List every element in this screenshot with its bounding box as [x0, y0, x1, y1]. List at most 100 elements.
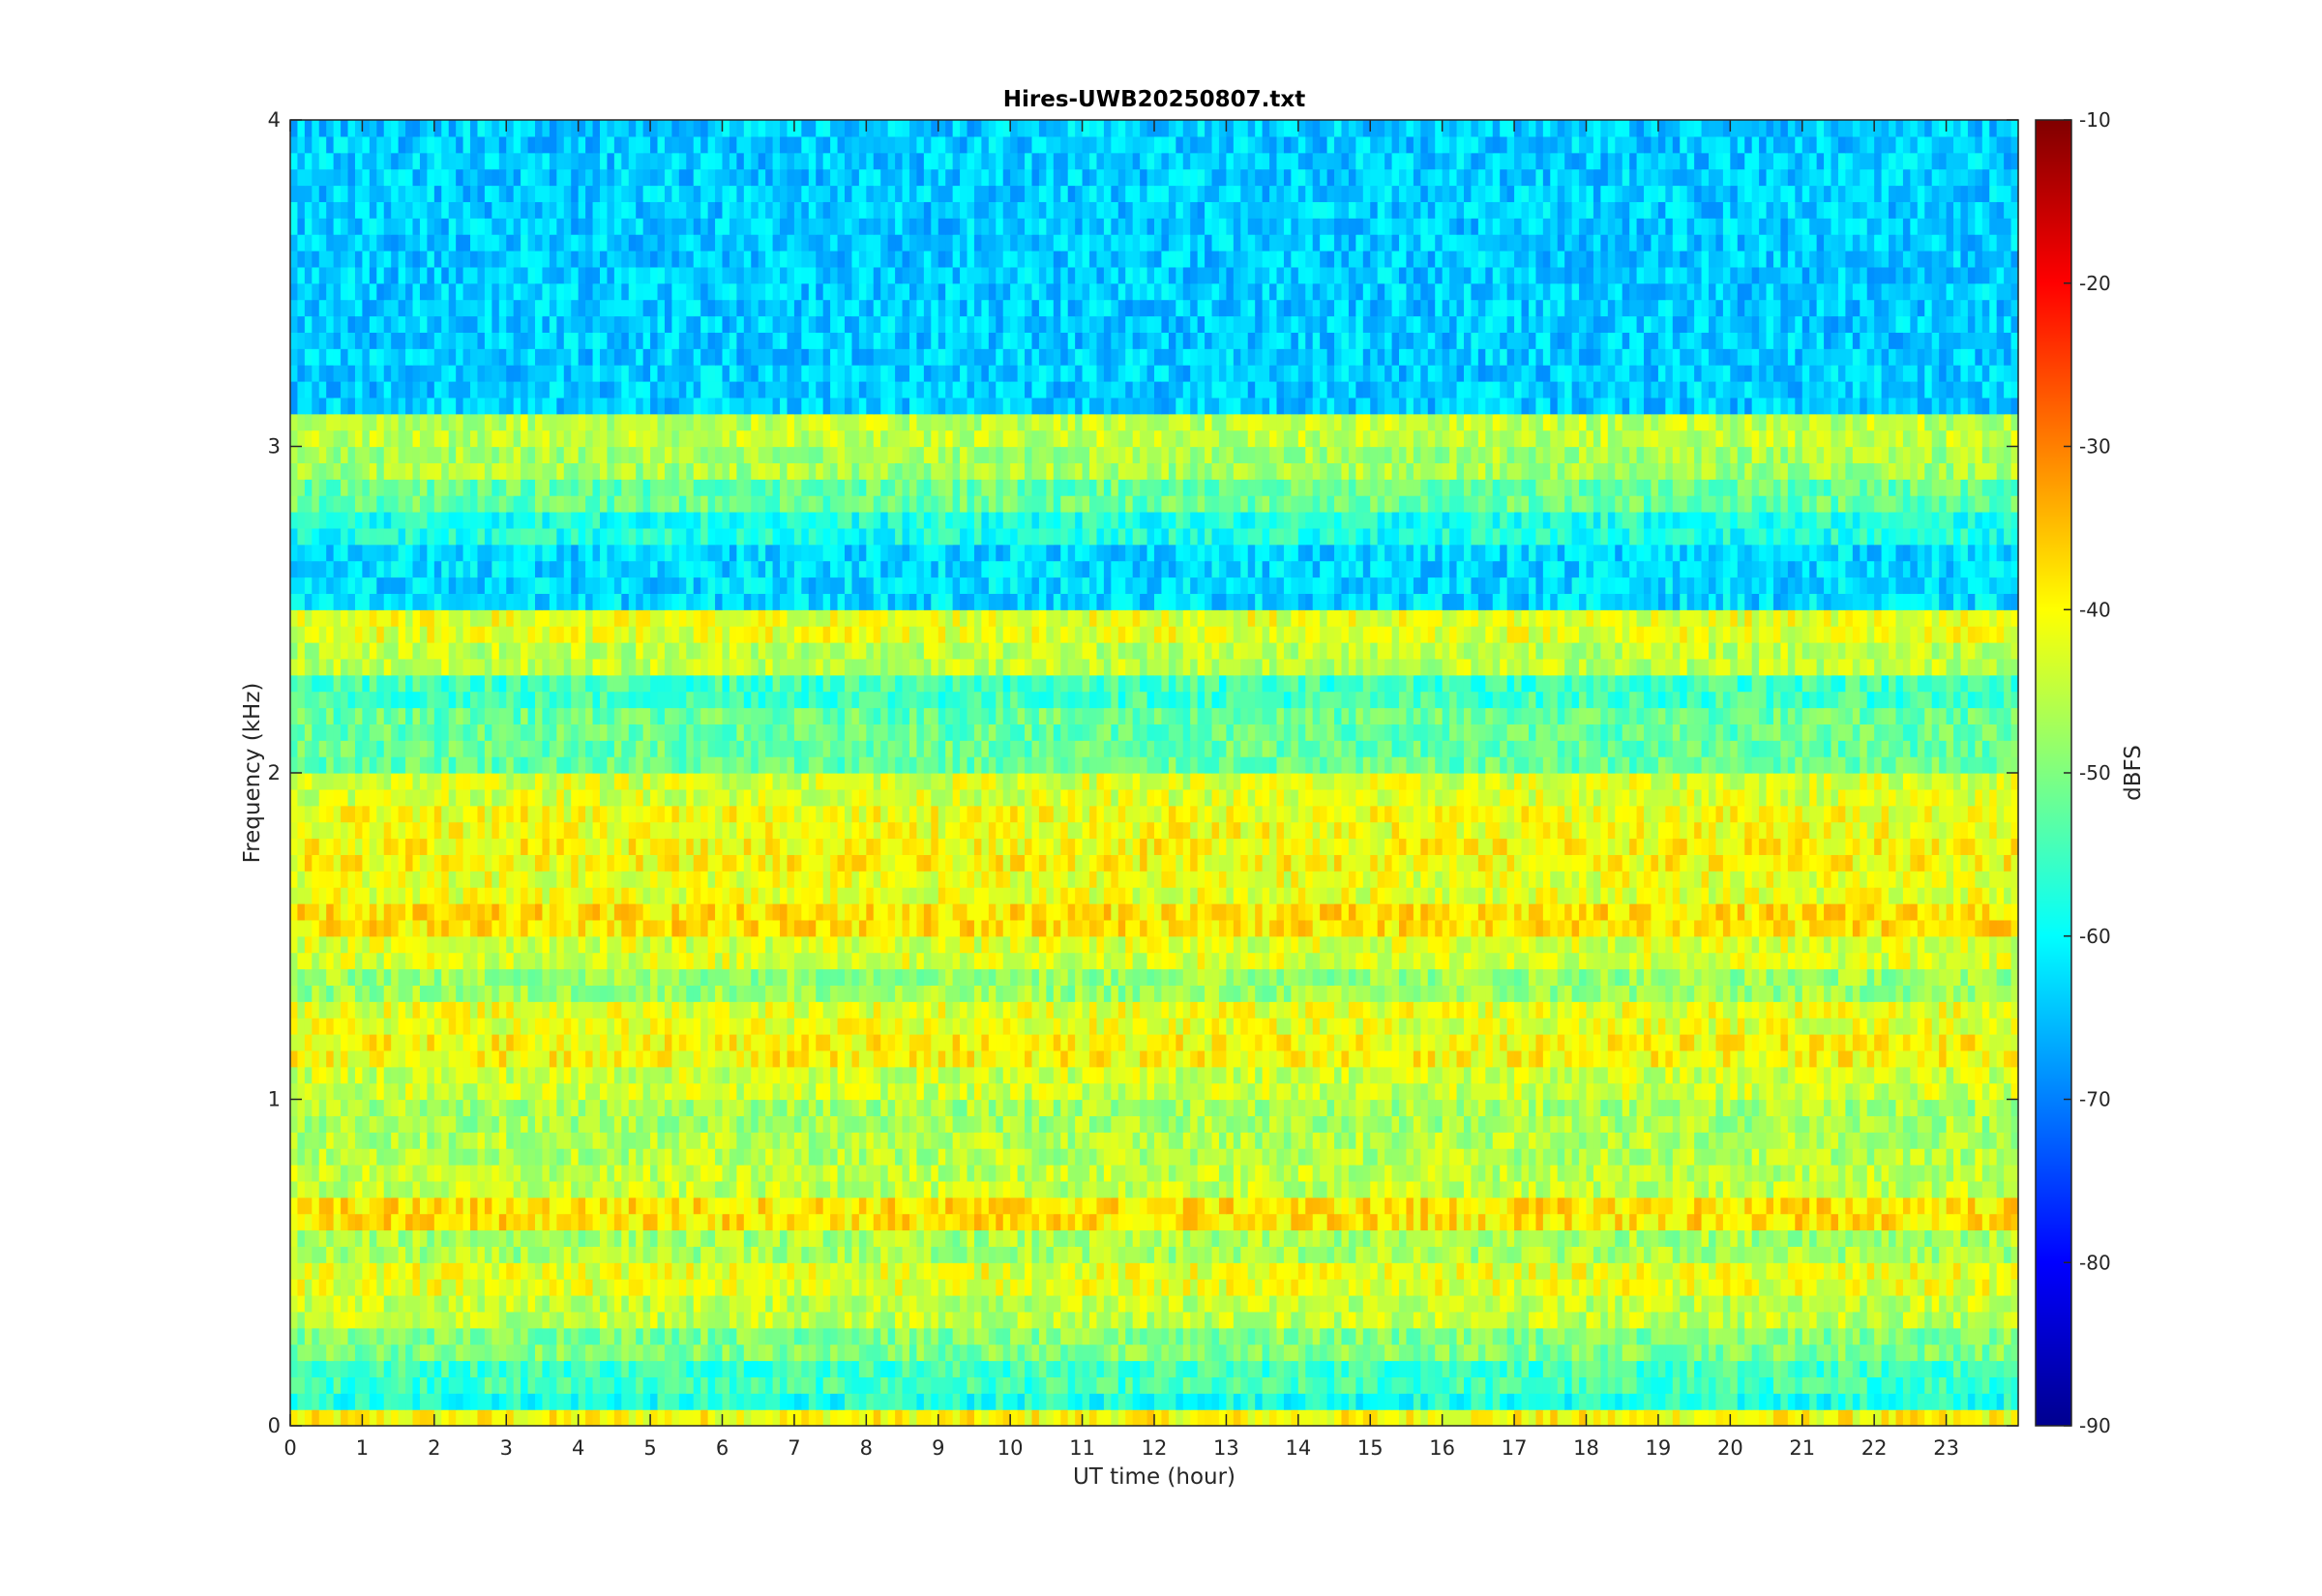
heatmap-cell	[1960, 1229, 1969, 1247]
heatmap-cell	[1766, 1115, 1774, 1133]
heatmap-cell	[1514, 1360, 1523, 1377]
heatmap-cell	[462, 1180, 471, 1198]
heatmap-cell	[592, 1213, 601, 1231]
heatmap-cell	[1615, 1082, 1623, 1101]
heatmap-cell	[1657, 1132, 1666, 1149]
heatmap-cell	[1010, 1246, 1019, 1263]
heatmap-cell	[1542, 1393, 1551, 1410]
heatmap-cell	[1874, 1099, 1883, 1116]
heatmap-cell	[772, 1165, 781, 1182]
heatmap-cell	[1297, 1180, 1306, 1198]
heatmap-cell	[765, 1344, 774, 1362]
heatmap-cell	[1860, 1344, 1868, 1362]
heatmap-cell	[1557, 1246, 1565, 1263]
heatmap-cell	[1326, 1409, 1335, 1427]
heatmap-cell	[2010, 1262, 2019, 1280]
heatmap-cell	[873, 1165, 881, 1182]
heatmap-cell	[297, 1115, 306, 1133]
heatmap-cell	[1297, 1165, 1306, 1182]
heatmap-cell	[1154, 1246, 1163, 1263]
heatmap-cell	[916, 1327, 925, 1345]
heatmap-cell	[880, 1229, 889, 1247]
heatmap-cell	[599, 1262, 609, 1280]
heatmap-cell	[1247, 1082, 1256, 1101]
heatmap-cell	[1644, 1246, 1652, 1263]
heatmap-cell	[1657, 1197, 1666, 1215]
heatmap-cell	[405, 1115, 414, 1133]
heatmap-cell	[549, 1393, 557, 1410]
heatmap-cell	[1845, 1262, 1854, 1280]
heatmap-cell	[1140, 1213, 1148, 1231]
heatmap-cell	[376, 1262, 385, 1280]
heatmap-cell	[1161, 1409, 1170, 1427]
heatmap-cell	[650, 1197, 659, 1215]
heatmap-cell	[1334, 1311, 1343, 1329]
heatmap-cell	[1737, 1099, 1745, 1116]
heatmap-cell	[916, 1262, 925, 1280]
heatmap-cell	[1500, 1246, 1508, 1263]
heatmap-cell	[1831, 1279, 1839, 1296]
heatmap-cell	[563, 1393, 572, 1410]
heatmap-cell	[1420, 1376, 1429, 1394]
heatmap-cell	[1981, 1115, 1990, 1133]
heatmap-cell	[1816, 1165, 1825, 1182]
heatmap-cell	[908, 1344, 918, 1362]
heatmap-cell	[628, 1099, 637, 1116]
heatmap-cell	[1709, 1360, 1717, 1377]
heatmap-cell	[448, 1327, 457, 1345]
heatmap-cell	[290, 1132, 299, 1149]
heatmap-cell	[1780, 1213, 1789, 1231]
heatmap-cell	[700, 1180, 709, 1198]
heatmap-cell	[1801, 1393, 1810, 1410]
heatmap-cell	[613, 1409, 622, 1427]
heatmap-cell	[1535, 1279, 1544, 1296]
heatmap-cell	[556, 1115, 565, 1133]
heatmap-cell	[1709, 1409, 1717, 1427]
heatmap-cell	[960, 1295, 968, 1313]
heatmap-cell	[1751, 1132, 1760, 1149]
heatmap-cell	[441, 1229, 450, 1247]
heatmap-cell	[1442, 1115, 1450, 1133]
heatmap-cell	[1103, 1115, 1112, 1133]
heatmap-cell	[556, 1279, 565, 1296]
heatmap-cell	[441, 1376, 450, 1394]
heatmap-cell	[1442, 1295, 1450, 1313]
heatmap-cell	[1629, 1082, 1638, 1101]
heatmap-cell	[1902, 1409, 1911, 1427]
heatmap-cell	[1017, 1262, 1026, 1280]
heatmap-cell	[1629, 1311, 1638, 1329]
heatmap-cell	[398, 1393, 406, 1410]
heatmap-cell	[751, 1180, 759, 1198]
heatmap-cell	[1305, 1115, 1314, 1133]
heatmap-cell	[1571, 1213, 1580, 1231]
heatmap-cell	[967, 1099, 975, 1116]
heatmap-cell	[326, 1246, 335, 1263]
heatmap-cell	[1722, 1360, 1731, 1377]
heatmap-cell	[1140, 1311, 1148, 1329]
heatmap-cell	[1837, 1295, 1846, 1313]
heatmap-cell	[1320, 1262, 1328, 1280]
heatmap-cell	[427, 1295, 435, 1313]
heatmap-cell	[1824, 1344, 1832, 1362]
heatmap-cell	[498, 1180, 507, 1198]
heatmap-cell	[1902, 1213, 1911, 1231]
heatmap-cell	[887, 1115, 896, 1133]
heatmap-cell	[1715, 1132, 1724, 1149]
heatmap-cell	[613, 1279, 622, 1296]
heatmap-cell	[1579, 1279, 1588, 1296]
heatmap-cell	[988, 1180, 997, 1198]
heatmap-cell	[1010, 1115, 1019, 1133]
heatmap-cell	[412, 1246, 421, 1263]
heatmap-cell	[347, 1082, 356, 1101]
heatmap-cell	[758, 1115, 766, 1133]
heatmap-cell	[1506, 1360, 1515, 1377]
heatmap-cell	[498, 1344, 507, 1362]
heatmap-cell	[808, 1165, 817, 1182]
heatmap-cell	[1269, 1409, 1278, 1427]
heatmap-cell	[1182, 1246, 1191, 1263]
heatmap-cell	[1218, 1099, 1228, 1116]
heatmap-cell	[1312, 1115, 1321, 1133]
heatmap-cell	[678, 1360, 687, 1377]
heatmap-cell	[1442, 1409, 1450, 1427]
heatmap-cell	[960, 1344, 968, 1362]
